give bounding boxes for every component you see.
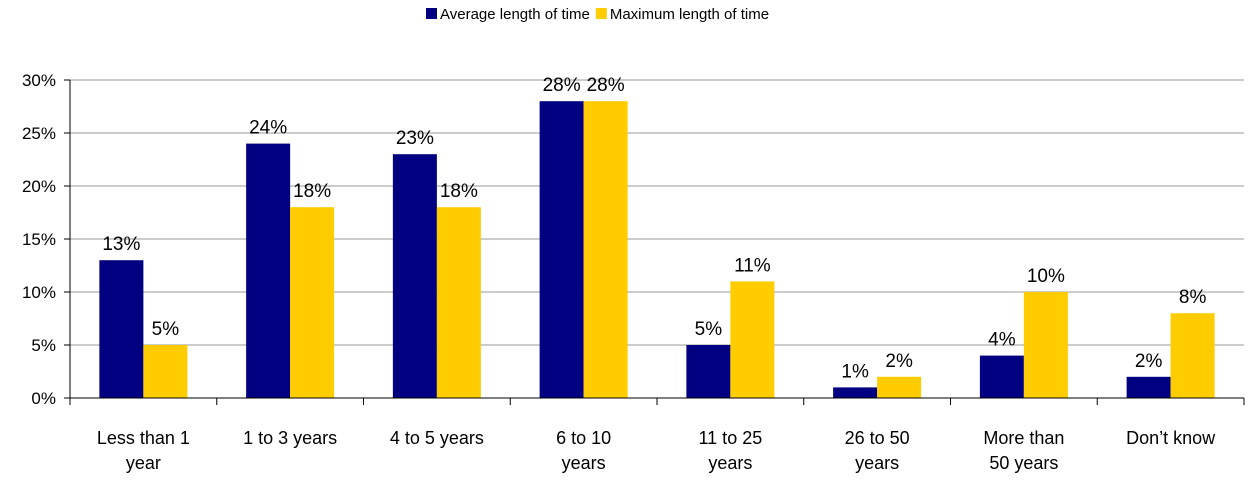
legend-label: Average length of time <box>440 6 590 23</box>
x-category-label: 26 to 50 years <box>845 428 910 473</box>
data-label: 5% <box>152 319 180 340</box>
bars <box>99 101 1215 398</box>
bar-average <box>686 345 731 398</box>
data-label: 10% <box>1027 266 1065 287</box>
data-label: 28% <box>543 75 581 96</box>
data-label: 2% <box>885 351 913 372</box>
gridlines <box>70 79 1244 346</box>
x-axis: Less than 1 year 1 to 3 years 4 to 5 years 6… <box>69 397 1245 473</box>
data-label: 8% <box>1179 287 1207 308</box>
bar-average <box>246 143 291 398</box>
x-category-label: 4 to 5 years <box>390 428 484 448</box>
bar-maximum <box>436 207 481 398</box>
data-label: 4% <box>988 330 1016 351</box>
y-tick-label: 15% <box>22 230 56 249</box>
data-label: 18% <box>293 181 331 202</box>
data-label: 1% <box>841 361 869 382</box>
bar-maximum <box>143 345 188 398</box>
y-axis: 0% 5% 10% 15% 20% 25% 30% <box>22 71 71 408</box>
bar-average <box>99 260 144 398</box>
y-tick-label: 20% <box>22 177 56 196</box>
bar-average <box>539 101 584 398</box>
legend-item: Maximum length of time <box>595 6 769 23</box>
bar-average <box>392 154 437 398</box>
data-label: 5% <box>695 319 723 340</box>
x-category-label: Don’t know <box>1126 428 1216 448</box>
x-category-label: More than 50 years <box>983 428 1064 473</box>
data-label: 2% <box>1135 351 1163 372</box>
legend-item: Average length of time <box>426 6 590 23</box>
data-label: 23% <box>396 128 434 149</box>
y-tick-label: 5% <box>31 336 56 355</box>
y-tick-label: 25% <box>22 124 56 143</box>
legend: Average length of time Maximum length of … <box>426 6 769 23</box>
legend-swatch <box>595 8 607 19</box>
legend-swatch <box>426 8 437 19</box>
data-label: 28% <box>587 75 625 96</box>
bar-average <box>833 387 878 398</box>
y-tick-label: 0% <box>31 389 56 408</box>
x-category-label: 1 to 3 years <box>243 428 337 448</box>
bar-maximum <box>290 207 335 398</box>
bar-maximum <box>1023 292 1068 398</box>
x-category-label: 6 to 10 years <box>556 428 611 473</box>
data-label: 24% <box>249 118 287 139</box>
bar-average <box>1126 376 1171 398</box>
data-labels: 13% 5% 24% 18% 23% 18% 28% 28% 5% 11% 1% 2% 4% 10% 2% 8… <box>102 75 1206 382</box>
bar-average <box>979 355 1024 398</box>
x-category-label: 11 to 25 years <box>699 428 763 473</box>
data-label: 13% <box>102 234 140 255</box>
y-tick-label: 10% <box>22 283 56 302</box>
bar-maximum <box>730 281 775 398</box>
bar-maximum <box>1170 313 1215 398</box>
bar-maximum <box>583 101 628 398</box>
x-category-label: Less than 1 year <box>97 428 190 473</box>
data-label: 18% <box>440 181 478 202</box>
legend-label: Maximum length of time <box>610 6 769 23</box>
y-tick-label: 30% <box>22 71 56 90</box>
data-label: 11% <box>734 255 771 276</box>
bar-maximum <box>877 376 922 398</box>
